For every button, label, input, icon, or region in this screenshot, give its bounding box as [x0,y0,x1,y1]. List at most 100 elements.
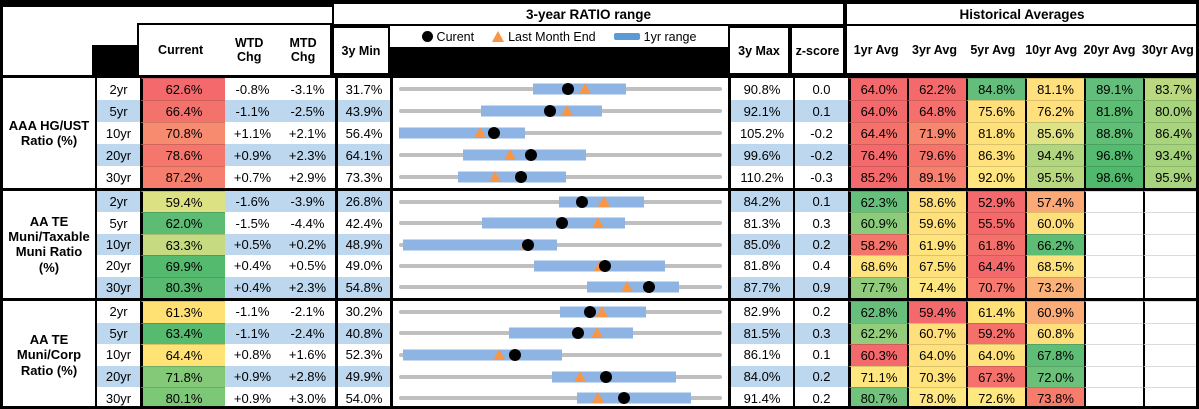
3y-min-value: 49.9% [335,365,393,388]
ratio-group: AA TE Muni/Corp Ratio (%) 2yr 61.3% -1.1… [3,298,1196,406]
10yr-avg-value: 66.2% [1025,233,1084,256]
1yr-avg-value: 62.3% [848,190,907,213]
z-score-value: 0.3 [793,322,848,345]
3y-min-value: 26.8% [335,190,393,213]
mtd-chg-column-header: MTD Chg [289,36,317,64]
1yr-range-bar [576,392,691,404]
20yr-avg-value: 98.6% [1084,166,1143,188]
table-row: 20yr 69.9% +0.4% +0.5% 49.0% 81.8% 0.4 6… [95,255,1196,277]
last-month-end-marker [598,195,611,207]
legend-current-label: Curent [436,29,475,44]
5yr-avg-value: 67.3% [966,365,1025,388]
z-score-value: -0.3 [793,166,848,188]
wtd-chg-value: +0.7% [225,166,280,188]
5yr-avg-value: 64.4% [966,255,1025,277]
group-label: AAA HG/UST Ratio (%) [3,78,95,188]
ratio-range-plot [393,100,731,122]
tenor-label: 2yr [95,301,140,323]
table-row: 2yr 61.3% -1.1% -2.1% 30.2% 82.9% 0.2 62… [95,301,1196,323]
mtd-chg-value: +2.8% [280,365,335,388]
20yr-avg-value [1084,365,1143,388]
wtd-chg-value: -1.1% [225,322,280,345]
avg-column-headers: 1yr Avg 3yr Avg 5yr Avg 10yr Avg 20yr Av… [845,26,1196,75]
current-marker [576,195,589,208]
1yr-range-bar [587,281,679,293]
5yr-avg-value: 55.5% [966,212,1025,234]
last-month-end-triangle-icon [492,31,505,42]
1yr-avg-value: 80.7% [848,387,907,406]
30yr-avg-value [1143,190,1196,213]
last-month-end-marker [504,148,516,160]
1yr-range-bar-icon [613,33,640,40]
20yr-avg-value [1084,387,1143,406]
tenor-label: 5yr [95,322,140,345]
3y-min-value: 49.0% [335,255,393,277]
z-score-value: 0.3 [793,212,848,234]
current-marker [598,259,611,272]
table-row: 5yr 66.4% -1.1% -2.5% 43.9% 92.1% 0.1 64… [95,100,1196,122]
30yr-avg-value [1143,276,1196,299]
1yr-avg-value: 64.0% [848,100,907,122]
tenor-label: 10yr [95,344,140,366]
20yr-avg-value [1084,322,1143,345]
table-row: 2yr 62.6% -0.8% -3.1% 31.7% 90.8% 0.0 64… [95,78,1196,100]
current-marker [514,171,527,183]
wtd-chg-value: -1.1% [225,301,280,323]
current-value: 70.8% [140,122,225,144]
3y-min-value: 48.9% [335,233,393,256]
1yr-range-bar [457,171,567,183]
3y-max-value: 86.1% [731,344,793,366]
30yr-avg-value [1143,301,1196,323]
wtd-chg-value: +0.9% [225,387,280,406]
mtd-chg-value: +1.6% [280,344,335,366]
3yr-avg-value: 64.0% [907,344,966,366]
3yr-avg-value: 58.6% [907,190,966,213]
tenor-label: 2yr [95,190,140,213]
current-marker [583,305,596,318]
chart-legend: Curent Last Month End 1yr range [390,26,728,47]
1yr-range-bar [402,239,558,250]
3y-min-value: 54.8% [335,276,393,299]
30yr-avg-value: 93.4% [1143,144,1196,166]
ratio-group: AA TE Muni/Taxable Muni Ratio (%) 2yr 59… [3,187,1196,299]
ratio-range-plot [393,387,731,406]
last-month-end-marker [592,392,605,404]
table-row: 5yr 63.4% -1.1% -2.4% 40.8% 81.5% 0.3 62… [95,322,1196,345]
top-left-black-strip [3,3,338,7]
tenor-label: 5yr [95,212,140,234]
3y-min-value: 73.3% [335,166,393,188]
mtd-chg-value: -3.1% [280,78,335,100]
1yr-avg-value: 60.9% [848,212,907,234]
5yr-avg-value: 86.3% [966,144,1025,166]
wtd-chg-value: +0.9% [225,144,280,166]
z-score-column-header: z-score [790,26,845,75]
wtd-chg-value: -1.5% [225,212,280,234]
z-score-value: 0.2 [793,233,848,256]
5yr-avg-value: 61.8% [966,233,1025,256]
z-score-value: 0.0 [793,78,848,100]
current-marker [600,370,613,383]
mtd-chg-value: -3.9% [280,190,335,213]
current-value: 62.0% [140,212,225,234]
30yr-avg-value [1143,365,1196,388]
current-dot-icon [421,31,433,42]
3y-min-value: 52.3% [335,344,393,366]
3y-max-value: 99.6% [731,144,793,166]
5yr-avg-value: 52.9% [966,190,1025,213]
last-month-end-marker [474,126,487,138]
10yr-avg-value: 68.5% [1025,255,1084,277]
current-column-header: Current [158,43,204,57]
value-column-headers: Current WTD Chg MTD Chg [137,23,332,75]
5yr-avg-value: 81.8% [966,122,1025,144]
30yr-avg-value [1143,322,1196,345]
ratio-range-plot [393,144,731,166]
30yr-avg-value: 83.7% [1143,78,1196,100]
1yr-avg-value: 64.0% [848,78,907,100]
tenor-label: 10yr [95,122,140,144]
wtd-chg-value: +0.5% [225,233,280,256]
1yr-range-bar [481,105,603,117]
current-marker [555,217,568,230]
1yr-avg-column-header: 1yr Avg [853,42,899,57]
table-row: 30yr 80.1% +0.9% +3.0% 54.0% 91.4% 0.2 8… [95,387,1196,406]
3y-max-value: 81.3% [731,212,793,234]
